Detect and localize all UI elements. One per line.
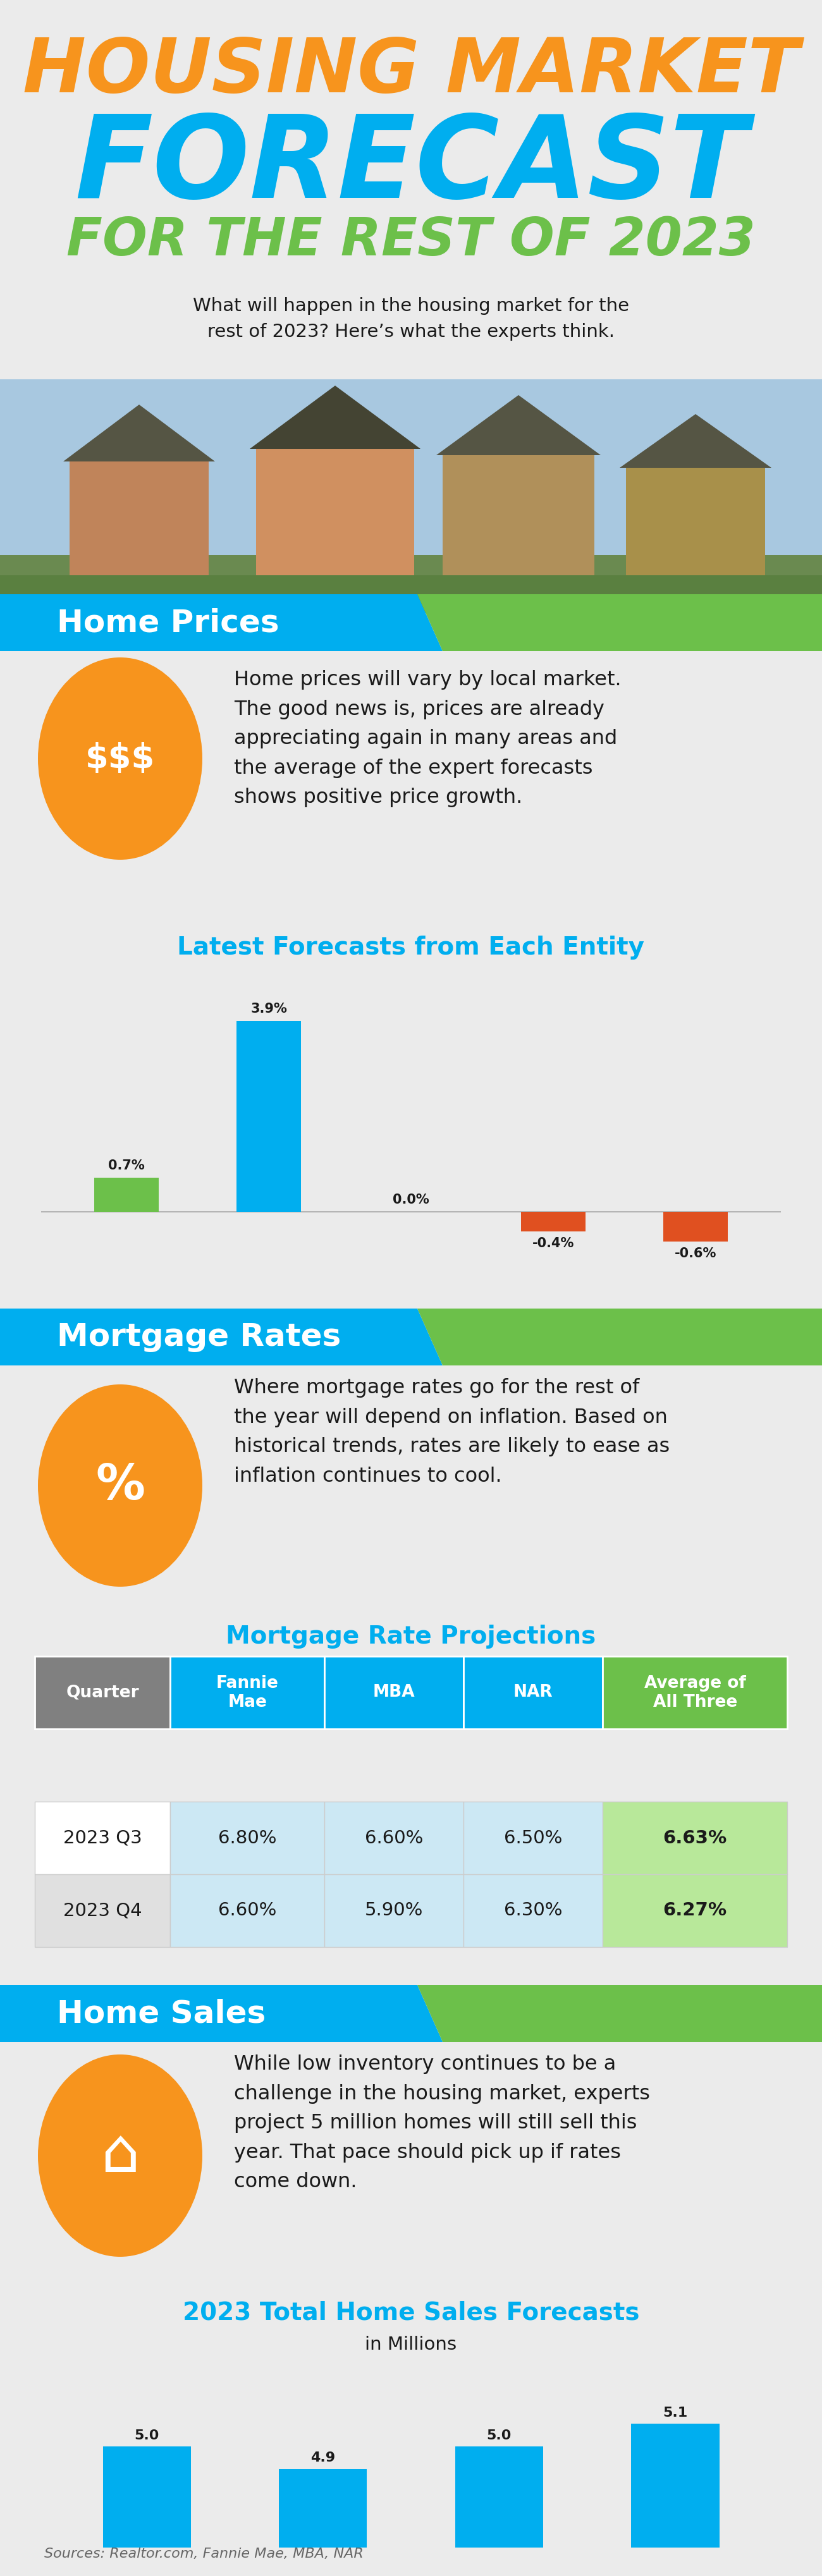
Text: Average of
All Three: Average of All Three <box>644 1674 746 1710</box>
Text: 5.0: 5.0 <box>134 2429 159 2442</box>
Bar <box>626 469 765 574</box>
Polygon shape <box>0 1986 442 2043</box>
Text: 5.1: 5.1 <box>663 2406 688 2419</box>
Text: %: % <box>95 1461 145 1510</box>
Text: Latest Forecasts from Each Entity: Latest Forecasts from Each Entity <box>178 935 644 961</box>
Text: -0.4%: -0.4% <box>533 1236 575 1249</box>
Bar <box>325 1656 464 1728</box>
Text: NAR: NAR <box>514 1685 553 1700</box>
Text: While low inventory continues to be a
challenge in the housing market, experts
p: While low inventory continues to be a ch… <box>234 2056 650 2192</box>
Text: Home Prices: Home Prices <box>57 608 279 639</box>
Text: 5.90%: 5.90% <box>365 1901 423 1919</box>
Bar <box>521 1211 585 1231</box>
Text: FOR THE REST OF 2023: FOR THE REST OF 2023 <box>67 214 755 265</box>
Bar <box>325 1875 464 1947</box>
Polygon shape <box>250 386 421 448</box>
Text: Sources: Realtor.com, Fannie Mae, MBA, NAR: Sources: Realtor.com, Fannie Mae, MBA, N… <box>44 2548 363 2561</box>
Text: -0.6%: -0.6% <box>675 1247 717 1260</box>
Text: Where mortgage rates go for the rest of
the year will depend on inflation. Based: Where mortgage rates go for the rest of … <box>234 1378 670 1486</box>
Text: ⌂: ⌂ <box>100 2125 140 2184</box>
Bar <box>256 448 414 574</box>
Bar <box>279 2468 367 2576</box>
Bar <box>170 1656 325 1728</box>
Text: 3.9%: 3.9% <box>251 1002 287 1015</box>
Bar <box>603 1656 787 1728</box>
Bar <box>603 1801 787 1875</box>
Text: Quarter: Quarter <box>66 1685 139 1700</box>
Ellipse shape <box>38 2056 202 2257</box>
Bar <box>70 461 209 574</box>
Text: 6.30%: 6.30% <box>504 1901 562 1919</box>
Polygon shape <box>418 1309 822 1365</box>
Text: 2023 Q4: 2023 Q4 <box>63 1901 142 1919</box>
Bar <box>170 1875 325 1947</box>
Text: Fannie
Mae: Fannie Mae <box>216 1674 279 1710</box>
Text: Mortgage Rate Projections: Mortgage Rate Projections <box>226 1625 596 1649</box>
Bar <box>455 2447 543 2576</box>
Bar <box>325 1801 464 1875</box>
Bar <box>464 1875 603 1947</box>
Text: 2023 Total Home Sales Forecasts: 2023 Total Home Sales Forecasts <box>182 2300 640 2326</box>
Text: FORECAST: FORECAST <box>75 111 747 222</box>
Text: 6.63%: 6.63% <box>663 1829 727 1847</box>
Bar <box>35 1875 170 1947</box>
Text: 2023 Q3: 2023 Q3 <box>63 1829 142 1847</box>
Bar <box>442 456 594 574</box>
Polygon shape <box>0 595 442 652</box>
Text: MBA: MBA <box>373 1685 415 1700</box>
Polygon shape <box>63 404 215 461</box>
Text: 6.50%: 6.50% <box>504 1829 562 1847</box>
Text: HOUSING MARKET: HOUSING MARKET <box>23 33 799 108</box>
Bar <box>0 574 822 613</box>
Text: $$$: $$$ <box>85 742 155 775</box>
Bar <box>237 1020 301 1211</box>
Bar <box>464 1656 603 1728</box>
Polygon shape <box>0 1309 442 1365</box>
Text: in Millions: in Millions <box>365 2336 457 2354</box>
Polygon shape <box>620 415 771 469</box>
Text: 4.9: 4.9 <box>311 2452 335 2465</box>
Bar <box>0 554 822 613</box>
Text: Mortgage Rates: Mortgage Rates <box>57 1321 341 1352</box>
Bar <box>663 1211 727 1242</box>
Ellipse shape <box>38 657 202 860</box>
Bar <box>170 1801 325 1875</box>
Text: 6.60%: 6.60% <box>365 1829 423 1847</box>
Text: 6.27%: 6.27% <box>663 1901 727 1919</box>
Bar <box>35 1656 170 1728</box>
Bar <box>631 2424 719 2576</box>
Text: What will happen in the housing market for the
rest of 2023? Here’s what the exp: What will happen in the housing market f… <box>193 296 629 340</box>
Bar <box>0 379 822 613</box>
Polygon shape <box>418 1986 822 2043</box>
Bar <box>103 2447 191 2576</box>
Bar <box>464 1801 603 1875</box>
Text: 0.7%: 0.7% <box>109 1159 145 1172</box>
Polygon shape <box>436 394 601 456</box>
Text: Home prices will vary by local market.
The good news is, prices are already
appr: Home prices will vary by local market. T… <box>234 670 621 806</box>
Bar <box>35 1801 170 1875</box>
Bar <box>603 1875 787 1947</box>
Text: 6.80%: 6.80% <box>218 1829 276 1847</box>
Text: Home Sales: Home Sales <box>57 1999 266 2027</box>
Polygon shape <box>418 595 822 652</box>
Text: 0.0%: 0.0% <box>393 1193 429 1206</box>
Text: 6.60%: 6.60% <box>218 1901 276 1919</box>
Bar <box>95 1177 159 1211</box>
Ellipse shape <box>38 1383 202 1587</box>
Text: 5.0: 5.0 <box>487 2429 511 2442</box>
